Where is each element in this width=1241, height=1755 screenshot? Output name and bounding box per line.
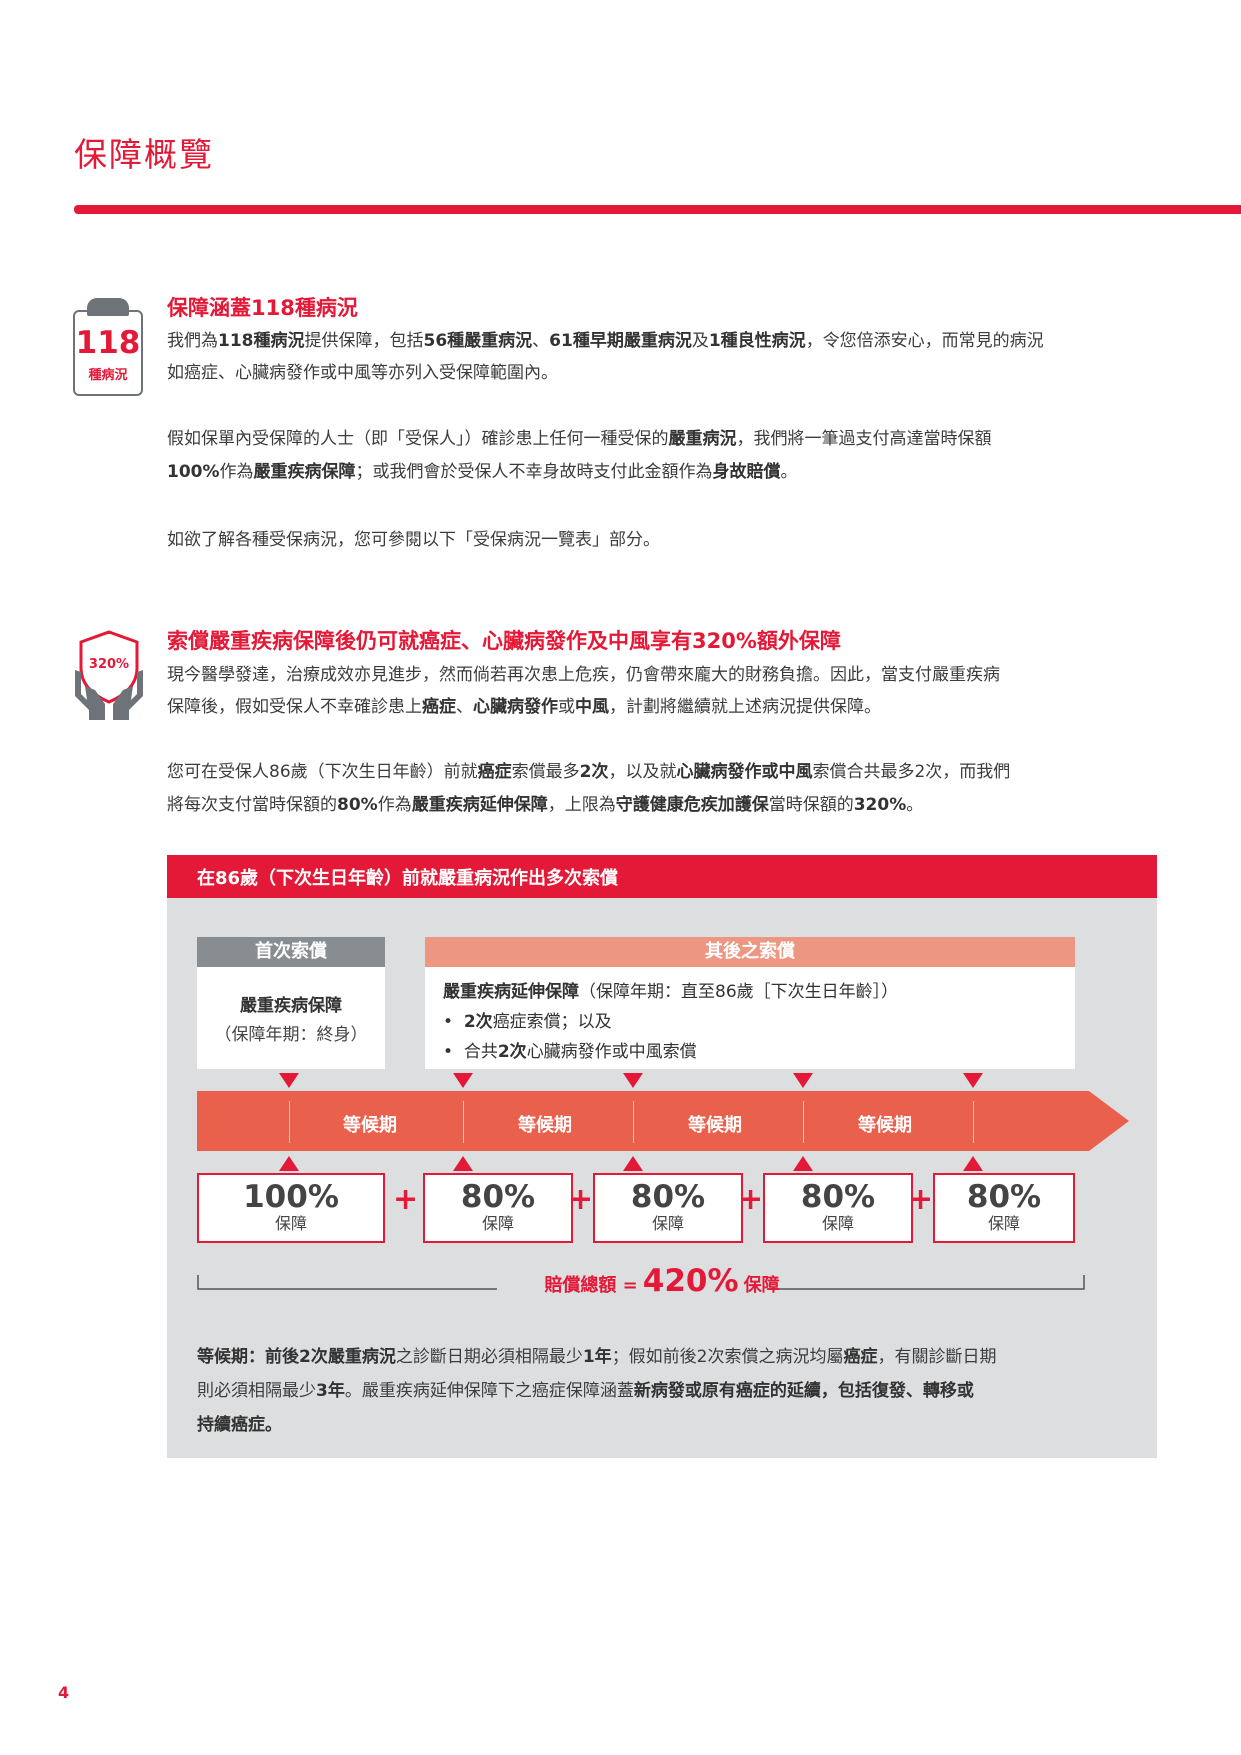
payout-box: 80% 保障 bbox=[423, 1173, 573, 1243]
first-claim-box: 嚴重疾病保障 （保障年期：終身） bbox=[197, 967, 385, 1069]
down-marker bbox=[623, 1073, 643, 1088]
plus-sign: + bbox=[738, 1182, 764, 1217]
note-line2: 則必須相隔最少3年。嚴重疾病延伸保障下之癌症保障涵蓋新病發或原有癌症的延續，包括… bbox=[197, 1381, 974, 1401]
timeline-separator bbox=[633, 1101, 634, 1143]
payout-box: 80% 保障 bbox=[763, 1173, 913, 1243]
diagram-header-text: 在86歲（下次生日年齡）前就嚴重病況作出多次索償 bbox=[197, 868, 619, 889]
section2-p1-line2: 保障後，假如受保人不幸確診患上癌症、心臟病發作或中風，計劃將繼續就上述病況提供保… bbox=[167, 697, 881, 717]
claims-diagram: 在86歲（下次生日年齡）前就嚴重病況作出多次索償 首次索償 嚴重疾病保障 （保障… bbox=[167, 855, 1157, 1458]
clipboard-number: 118 bbox=[75, 325, 141, 361]
clipboard-label: 種病況 bbox=[88, 368, 128, 383]
timeline-arrow bbox=[197, 1091, 1129, 1151]
page-number: 4 bbox=[58, 1683, 70, 1702]
timeline-separator bbox=[289, 1101, 290, 1143]
section1-p1-line2: 如癌症、心臟病發作或中風等亦列入受保障範圍內。 bbox=[167, 363, 558, 383]
first-claim-head: 首次索償 bbox=[197, 937, 385, 967]
section2-heading: 索償嚴重疾病保障後仍可就癌症、心臟病發作及中風享有320%額外保障 bbox=[167, 629, 841, 653]
up-marker bbox=[623, 1156, 643, 1171]
waiting-period-note: 等候期：前後2次嚴重病況之診斷日期必須相隔最少1年；假如前後2次索償之病況均屬癌… bbox=[197, 1340, 997, 1442]
shield-label: 320% bbox=[89, 657, 129, 672]
waiting-period-label: 等候期 bbox=[858, 1115, 912, 1136]
total-label-background bbox=[497, 1265, 767, 1301]
payout-caption: 保障 bbox=[651, 1214, 684, 1233]
payout-percent: 80% bbox=[966, 1179, 1042, 1215]
waiting-period-label: 等候期 bbox=[688, 1115, 742, 1136]
note-line1: 等候期：前後2次嚴重病況之診斷日期必須相隔最少1年；假如前後2次索償之病況均屬癌… bbox=[197, 1347, 997, 1367]
payout-percent: 80% bbox=[630, 1179, 706, 1215]
payout-percent: 80% bbox=[460, 1179, 536, 1215]
waiting-period-label: 等候期 bbox=[343, 1115, 397, 1136]
timeline-separator bbox=[973, 1101, 974, 1143]
up-marker bbox=[453, 1156, 473, 1171]
down-marker bbox=[279, 1073, 299, 1088]
down-marker bbox=[793, 1073, 813, 1088]
section1-p3: 如欲了解各種受保病況，您可參閱以下「受保病況一覽表」部分。 bbox=[167, 530, 660, 550]
payout-percent: 100% bbox=[243, 1179, 339, 1215]
later-claims-item2: • 合共2次心臟病發作或中風索償 bbox=[443, 1042, 697, 1062]
up-marker bbox=[279, 1156, 299, 1171]
payout-box: 80% 保障 bbox=[933, 1173, 1075, 1243]
section1-p2-line2: 100%作為嚴重疾病保障；或我們會於受保人不幸身故時支付此金額作為身故賠償。 bbox=[167, 462, 798, 482]
section1-p1-line1: 我們為118種病況提供保障，包括56種嚴重病況、61種早期嚴重病況及1種良性病況… bbox=[167, 331, 1044, 351]
plus-sign: + bbox=[908, 1182, 934, 1217]
up-marker bbox=[963, 1156, 983, 1171]
section1-p2-line1: 假如保單內受保障的人士（即「受保人」）確診患上任何一種受保的嚴重病況，我們將一筆… bbox=[167, 429, 992, 449]
later-claims-item1: • 2次癌症索償；以及 bbox=[443, 1012, 612, 1032]
section2-p2-line1: 您可在受保人86歲（下次生日年齡）前就癌症索償最多2次，以及就心臟病發作或中風索… bbox=[167, 762, 1011, 782]
first-claim-line2: （保障年期：終身） bbox=[214, 1025, 368, 1045]
payout-percent: 80% bbox=[800, 1179, 876, 1215]
payout-box: 100% 保障 bbox=[197, 1173, 385, 1243]
later-claims-box: 嚴重疾病延伸保障（保障年期：直至86歲［下次生日年齡］） • 2次癌症索償；以及… bbox=[425, 967, 1075, 1069]
note-line3: 持續癌症。 bbox=[197, 1415, 282, 1435]
payout-caption: 保障 bbox=[987, 1214, 1020, 1233]
clipboard-icon: 118 種病況 bbox=[73, 298, 143, 396]
up-marker bbox=[793, 1156, 813, 1171]
timeline-separator bbox=[803, 1101, 804, 1143]
shield-hands-icon: 320% bbox=[73, 628, 145, 720]
timeline-separator bbox=[463, 1101, 464, 1143]
payout-caption: 保障 bbox=[274, 1214, 307, 1233]
payout-box: 80% 保障 bbox=[593, 1173, 743, 1243]
title-divider bbox=[74, 205, 1241, 214]
section2-p2-line2: 將每次支付當時保額的80%作為嚴重疾病延伸保障，上限為守護健康危疾加護保當時保額… bbox=[167, 795, 924, 815]
payout-caption: 保障 bbox=[481, 1214, 514, 1233]
plus-sign: + bbox=[393, 1182, 419, 1217]
total-payout: 賠償總額 = 420% 保障 bbox=[544, 1263, 780, 1299]
later-claims-head: 其後之索償 bbox=[425, 937, 1075, 967]
page-title: 保障概覽 bbox=[74, 135, 214, 174]
diagram-header: 在86歲（下次生日年齡）前就嚴重病況作出多次索償 bbox=[167, 855, 1157, 898]
section2-p1-line1: 現今醫學發達，治療成效亦見進步，然而倘若再次患上危疾，仍會帶來龐大的財務負擔。因… bbox=[167, 665, 1000, 685]
payout-caption: 保障 bbox=[821, 1214, 854, 1233]
waiting-period-label: 等候期 bbox=[518, 1115, 572, 1136]
first-claim-line1: 嚴重疾病保障 bbox=[240, 996, 342, 1016]
down-marker bbox=[963, 1073, 983, 1088]
plus-sign: + bbox=[568, 1182, 594, 1217]
later-claims-line1: 嚴重疾病延伸保障（保障年期：直至86歲［下次生日年齡］） bbox=[443, 982, 899, 1002]
down-marker bbox=[453, 1073, 473, 1088]
section1-heading: 保障涵蓋118種病況 bbox=[167, 296, 358, 320]
